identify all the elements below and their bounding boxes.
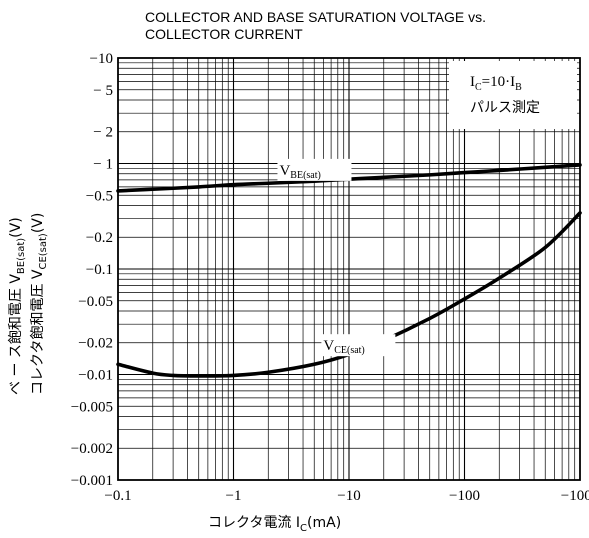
- series: VBE(sat) VCE(sat): [116, 158, 582, 378]
- condition-line1: IC=10·IB: [470, 74, 522, 93]
- chart-title-line2: COLLECTOR CURRENT: [145, 26, 303, 42]
- x-tick-label: −10: [337, 488, 360, 504]
- condition-line2: パルス測定: [470, 100, 540, 116]
- x-tick-label: −100: [449, 488, 480, 504]
- condition-box: [449, 61, 577, 129]
- grid: [118, 58, 580, 480]
- y-tick-label: −0.2: [86, 230, 113, 246]
- y-axis-label-base: ベ ー ス飽和電圧 VBE(sat)(V): [7, 217, 27, 395]
- y-tick-label: −10: [90, 51, 113, 67]
- y-tick-label: − 2: [93, 125, 113, 141]
- series-label: VCE(sat): [323, 338, 364, 356]
- series-line-ce-sat: [116, 211, 582, 378]
- x-axis-label: コレクタ電流 IC(mA): [208, 515, 341, 534]
- x-tick-label: −0.1: [104, 488, 131, 504]
- y-tick-label: −0.005: [71, 399, 113, 415]
- y-tick-label: −0.001: [71, 473, 113, 489]
- series-label: VBE(sat): [279, 163, 320, 181]
- y-tick-label: − 1: [93, 157, 113, 173]
- x-tick-label: −1000: [561, 488, 589, 504]
- y-tick-label: −0.05: [78, 294, 113, 310]
- y-axis-label-collector: コレクタ飽和電圧 VCE(sat)(V): [29, 213, 49, 395]
- chart-title-line1: COLLECTOR AND BASE SATURATION VOLTAGE vs…: [145, 9, 486, 25]
- x-tick-label: −1: [226, 488, 242, 504]
- tick-labels: −0.1 −1 −10 −100 −1000 −10 − 5 − 2 − 1 −0.5 −0.2 −0…: [71, 51, 589, 504]
- series-label-bg: [321, 334, 396, 357]
- y-tick-label: −0.5: [86, 188, 113, 204]
- y-tick-label: −0.1: [86, 262, 113, 278]
- plot-frame: [117, 57, 581, 481]
- y-tick-label: −0.01: [78, 368, 113, 384]
- y-tick-label: −0.002: [71, 441, 113, 457]
- y-tick-label: −0.02: [78, 336, 113, 352]
- y-tick-label: − 5: [93, 83, 113, 99]
- series-label-bg: [277, 158, 352, 181]
